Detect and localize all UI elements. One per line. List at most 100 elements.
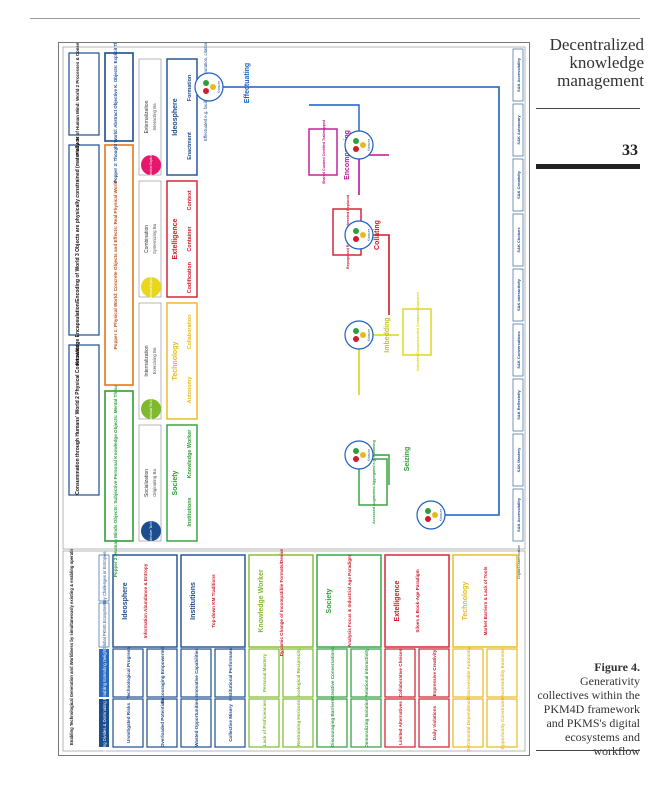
caption-line: collectives within the (537, 688, 640, 702)
caption-line: PKM4D framework (543, 702, 640, 716)
legend-header: Mitigating Divides & Dominating Entropy (102, 685, 107, 755)
bottom-cell-text: S&K Accessibility (516, 497, 521, 532)
divide-cell (146, 698, 178, 748)
node-dot (203, 88, 209, 94)
node-label: Know.ee (367, 139, 371, 151)
divide-cell (316, 698, 348, 748)
flow-box-text: Accessed Augmented Aggregated e.g. e-lea… (372, 440, 376, 524)
delight-cell (452, 648, 484, 698)
know-node (344, 130, 374, 160)
ba-cell (138, 58, 162, 176)
divide-label: Opportunity Constraints (500, 696, 505, 750)
challenge-text: Dynamic Change of Incompatible Formats/D… (279, 545, 284, 656)
knowledge-circle (141, 399, 161, 419)
delight-cell (180, 648, 212, 698)
bottom-cell (512, 323, 524, 377)
delight-label: Creative Conversations (330, 647, 335, 699)
delight-cell (282, 648, 314, 698)
node-label: Know.ee (367, 449, 371, 461)
caption-line: and PKMS's digital (546, 716, 640, 730)
layer-band (166, 302, 198, 420)
node-dot (353, 228, 359, 234)
divide-label: Wasted Opportunities (194, 699, 199, 747)
running-head: Decentralized knowledge management (536, 36, 644, 90)
challenge-text: Market Barriers & Lack of Tools (483, 566, 488, 635)
know-node (344, 320, 374, 350)
divide-cell (486, 698, 518, 748)
bottom-cell-text: S&K Reflexivity (516, 389, 521, 419)
layer-name: Extelligence (172, 218, 179, 259)
layer-item: Enactment (187, 132, 193, 160)
divide-cell (350, 698, 382, 748)
node-dot (360, 332, 366, 338)
challenge-block (112, 554, 178, 648)
delight-label: Technological Progress (126, 647, 131, 699)
caption-line: workflow (593, 744, 640, 758)
layer-item: Formation (187, 75, 193, 101)
node-dot (425, 516, 431, 522)
bottom-cell (512, 48, 524, 102)
divide-label: Collective Misery (228, 704, 233, 742)
world3-header: Popper 3: Thought World: Abstract Object… (113, 43, 118, 183)
ba-cell (138, 302, 162, 420)
figure-caption: Figure 4. Generativity collectives withi… (536, 660, 640, 758)
page-number-rule (536, 164, 640, 169)
delight-cell (316, 648, 348, 698)
ba-cell (138, 424, 162, 542)
bottom-cell (512, 488, 524, 542)
divide-cell (248, 698, 280, 748)
layer-band (166, 58, 198, 176)
bottom-cell-text: S&K Autonomy (516, 115, 521, 145)
challenge-text: Information Abundance & Entropy (143, 563, 148, 638)
node-dot (353, 236, 359, 242)
bottom-cell (512, 213, 524, 267)
challenge-title: Knowledge Worker (258, 569, 265, 633)
delight-label: Discoverable Autonomy (466, 646, 471, 699)
layer-band (166, 180, 198, 298)
know-node (194, 72, 224, 102)
bottom-cell-text: S&K Interactivity (516, 278, 521, 311)
delight-cell (112, 648, 144, 698)
bottom-cell-text: S&K Conversations (516, 331, 521, 369)
divide-label: Demoralizing Isolation (364, 698, 369, 747)
figure-label: Figure 4. (594, 660, 640, 674)
delight-label: Relational Interactivity (364, 648, 369, 697)
row-label: Digital Dissemination (517, 545, 521, 579)
challenge-title: Extelligence (394, 580, 401, 621)
layer-item: Container (187, 226, 193, 252)
node-dot (203, 80, 209, 86)
delight-label: Expressive Creativity (432, 649, 437, 696)
divide-label: Discouraging Barriers (330, 698, 335, 747)
ba-title: Externalization (144, 100, 150, 133)
knowledge-circle (141, 277, 161, 297)
flow-label: Collating (374, 220, 381, 250)
delight-cell (350, 648, 382, 698)
node-label: Know.ee (217, 81, 221, 93)
flow-label: Imbedding (384, 317, 391, 352)
divide-label: Detrimental Dependencies (466, 694, 471, 752)
divide-cell (452, 698, 484, 748)
delight-label: Institutional Performance (228, 645, 233, 701)
flow-label: Effectuating (244, 63, 251, 103)
knowledge-label: Collective Explicit K. (149, 151, 153, 180)
delight-cell (146, 648, 178, 698)
node-label: Know.ee (367, 229, 371, 241)
delight-cell (384, 648, 416, 698)
node-dot (353, 448, 359, 454)
divide-cell (282, 698, 314, 748)
legend-header: Global PKMS Ecosystems (102, 601, 107, 650)
divide-label: Unmitigated Risks (126, 703, 131, 744)
divide-label: Lack of Proficiencies (262, 700, 267, 746)
flow-box-text: Collected Comprehended Compared Captured (416, 292, 420, 371)
delight-cell (486, 648, 518, 698)
challenge-block (384, 554, 450, 648)
caption-rule (536, 750, 640, 751)
challenge-text: Siloes & Book-Age Paradigm (415, 569, 420, 632)
node-dot (353, 456, 359, 462)
ba-title: Combination (144, 225, 150, 253)
challenge-block (180, 554, 246, 648)
header-rule (536, 108, 640, 109)
node-dot (353, 336, 359, 342)
divide-label: Overloaded Potentials (160, 698, 165, 747)
layer-item: Institutions (187, 497, 193, 526)
